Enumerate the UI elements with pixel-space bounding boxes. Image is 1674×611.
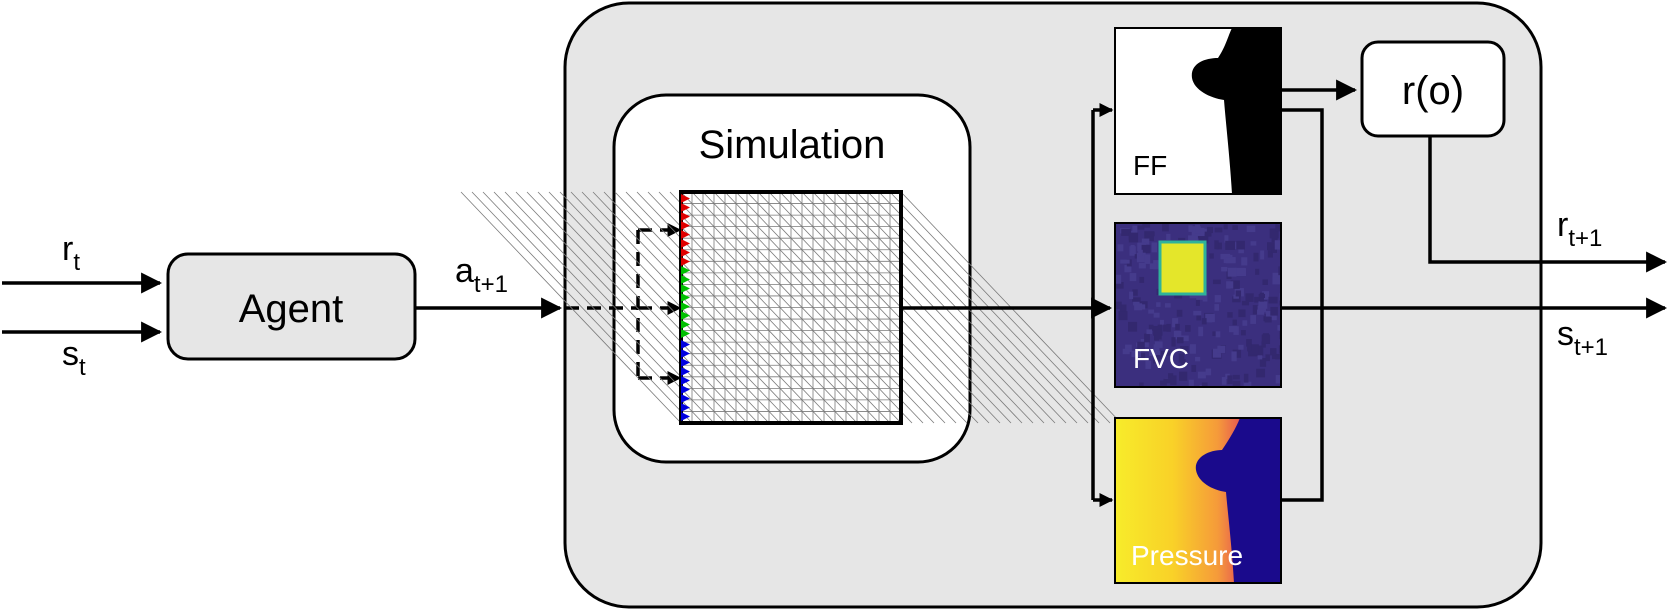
pressure-label: Pressure: [1131, 540, 1243, 571]
reward-function-box: [1360, 40, 1506, 138]
simulation-title: Simulation: [699, 123, 886, 167]
pressure-observation-image: Pressure: [1114, 417, 1282, 584]
fvc-label: FVC: [1133, 343, 1189, 374]
reward-output-label: rt+1: [1557, 206, 1602, 252]
reward-function-label: r(o): [1402, 69, 1464, 113]
state-input-label: st: [62, 335, 86, 381]
agent-label: Agent: [239, 287, 344, 331]
fvc-observation-image: FVC: [1114, 222, 1282, 388]
action-label: at+1: [455, 252, 508, 298]
ff-label: FF: [1133, 150, 1167, 181]
reward-input-label: rt: [62, 230, 80, 276]
reward-output-arrow: [1428, 136, 1668, 273]
state-output-label: st+1: [1557, 315, 1608, 361]
ff-observation-image: FF: [1114, 27, 1282, 195]
observation-collect-line: [1281, 108, 1324, 502]
